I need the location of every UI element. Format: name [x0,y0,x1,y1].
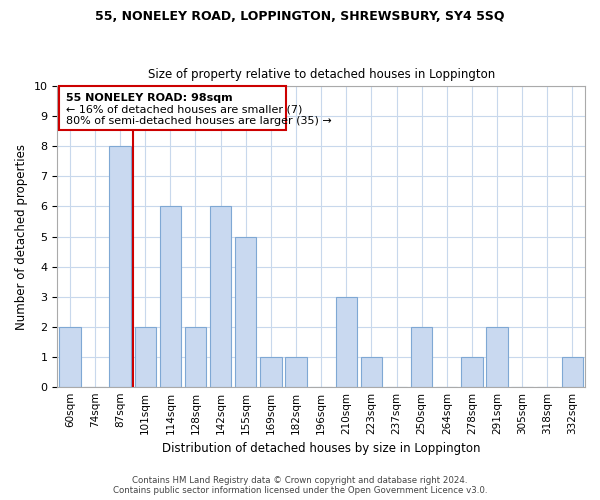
Bar [286,356,307,386]
Bar [109,146,131,386]
Text: 80% of semi-detached houses are larger (35) →: 80% of semi-detached houses are larger (… [66,116,332,126]
Bar [335,296,357,386]
Text: ← 16% of detached houses are smaller (7): ← 16% of detached houses are smaller (7) [66,104,302,115]
Bar [361,356,382,386]
Bar [411,326,433,386]
Bar [461,356,482,386]
Bar [487,326,508,386]
FancyBboxPatch shape [59,86,286,130]
Bar [185,326,206,386]
Title: Size of property relative to detached houses in Loppington: Size of property relative to detached ho… [148,68,495,81]
Y-axis label: Number of detached properties: Number of detached properties [15,144,28,330]
Text: 55 NONELEY ROAD: 98sqm: 55 NONELEY ROAD: 98sqm [66,93,233,103]
Text: 55, NONELEY ROAD, LOPPINGTON, SHREWSBURY, SY4 5SQ: 55, NONELEY ROAD, LOPPINGTON, SHREWSBURY… [95,10,505,23]
Bar [134,326,156,386]
Bar [210,206,232,386]
Bar [562,356,583,386]
Text: Contains HM Land Registry data © Crown copyright and database right 2024.
Contai: Contains HM Land Registry data © Crown c… [113,476,487,495]
Bar [260,356,281,386]
X-axis label: Distribution of detached houses by size in Loppington: Distribution of detached houses by size … [162,442,481,455]
Bar [235,236,256,386]
Bar [160,206,181,386]
Bar [59,326,80,386]
